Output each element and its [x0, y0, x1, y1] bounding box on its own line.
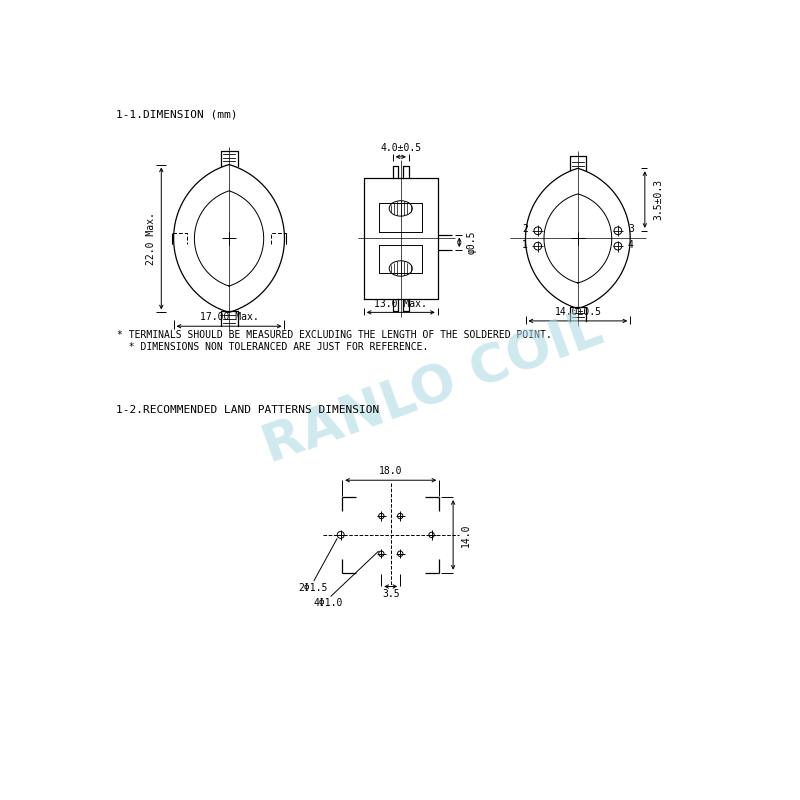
Text: 3.5: 3.5 [382, 589, 399, 599]
Text: 3.5±0.3: 3.5±0.3 [654, 179, 664, 220]
Text: 1-1.DIMENSION (mm): 1-1.DIMENSION (mm) [116, 110, 238, 120]
Text: 4.0±0.5: 4.0±0.5 [380, 143, 422, 153]
Text: 3: 3 [628, 224, 634, 234]
Text: * TERMINALS SHOULD BE MEASURED EXCLUDING THE LENGTH OF THE SOLDERED POINT.: * TERMINALS SHOULD BE MEASURED EXCLUDING… [118, 330, 552, 340]
Text: 2: 2 [522, 224, 528, 234]
Text: RANLO COIL: RANLO COIL [256, 303, 610, 474]
Text: 13.0 Max.: 13.0 Max. [374, 298, 427, 309]
Text: 14.0: 14.0 [461, 523, 470, 546]
Text: 4: 4 [628, 240, 634, 250]
Text: 1: 1 [522, 240, 528, 250]
Text: 4Φ1.0: 4Φ1.0 [314, 598, 343, 608]
Text: φ0.5: φ0.5 [466, 230, 477, 254]
Text: 17.00 Max.: 17.00 Max. [200, 312, 258, 322]
Text: 1-2.RECOMMENDED LAND PATTERNS DIMENSION: 1-2.RECOMMENDED LAND PATTERNS DIMENSION [116, 405, 379, 415]
Text: 14.0±0.5: 14.0±0.5 [554, 307, 602, 317]
Text: 22.0 Max.: 22.0 Max. [146, 212, 155, 265]
Text: 18.0: 18.0 [379, 466, 402, 476]
Text: * DIMENSIONS NON TOLERANCED ARE JUST FOR REFERENCE.: * DIMENSIONS NON TOLERANCED ARE JUST FOR… [118, 342, 429, 352]
Text: 2Φ1.5: 2Φ1.5 [298, 582, 328, 593]
